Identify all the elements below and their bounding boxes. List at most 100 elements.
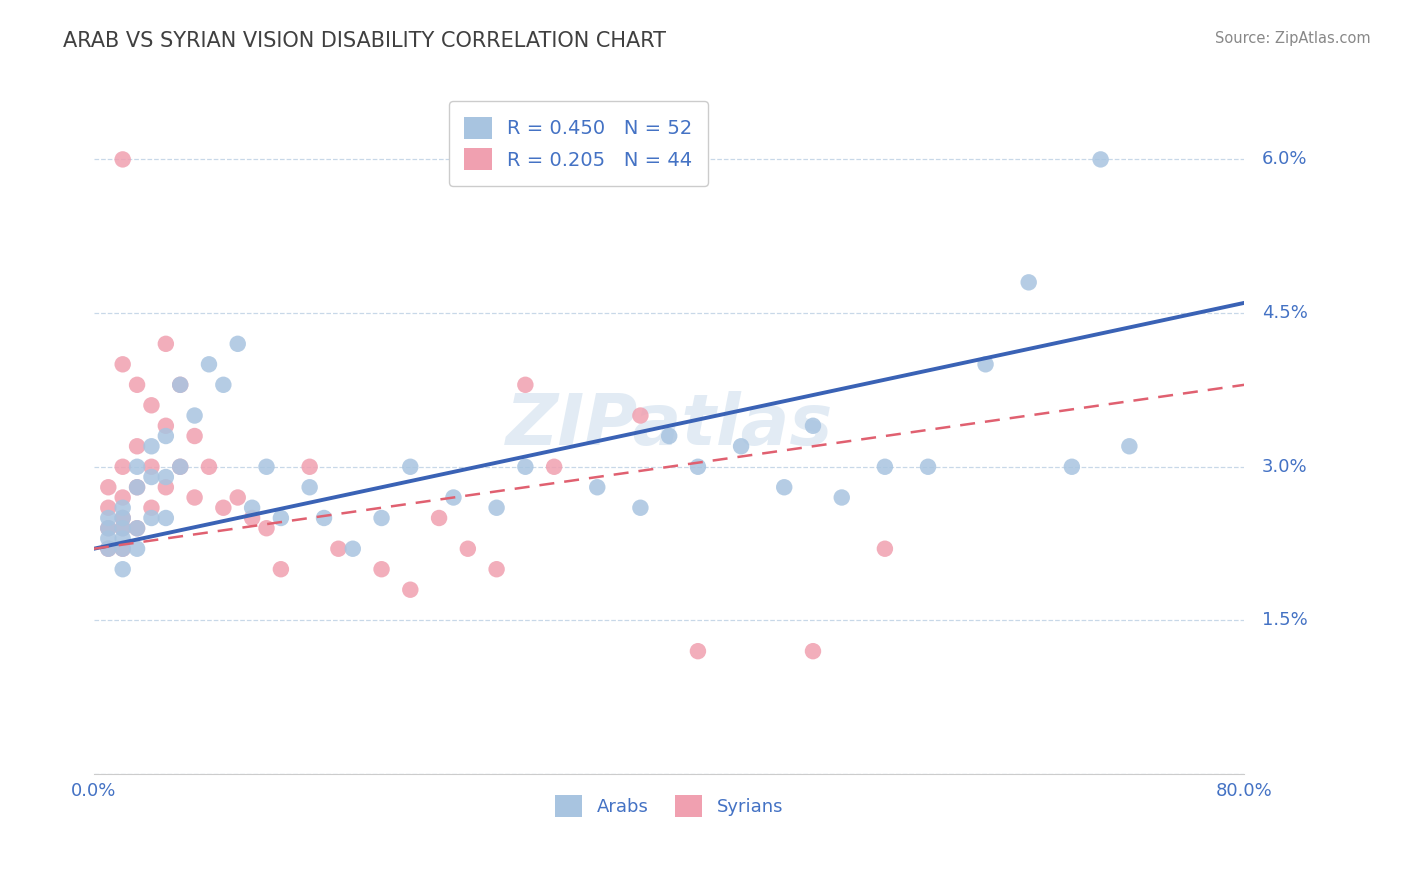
Point bbox=[212, 500, 235, 515]
Point bbox=[730, 439, 752, 453]
Point bbox=[169, 377, 191, 392]
Point bbox=[111, 491, 134, 505]
Point bbox=[125, 521, 148, 535]
Point bbox=[312, 511, 335, 525]
Point bbox=[399, 582, 422, 597]
Point bbox=[141, 398, 163, 412]
Point bbox=[111, 532, 134, 546]
Point bbox=[111, 511, 134, 525]
Point bbox=[370, 562, 392, 576]
Point bbox=[111, 459, 134, 474]
Point bbox=[240, 500, 263, 515]
Point bbox=[97, 541, 120, 556]
Point bbox=[801, 644, 824, 658]
Text: Source: ZipAtlas.com: Source: ZipAtlas.com bbox=[1215, 31, 1371, 46]
Text: ZIPatlas: ZIPatlas bbox=[506, 392, 832, 460]
Point bbox=[125, 541, 148, 556]
Point bbox=[183, 429, 205, 443]
Point bbox=[111, 511, 134, 525]
Point bbox=[686, 644, 709, 658]
Point bbox=[155, 336, 177, 351]
Point bbox=[256, 521, 278, 535]
Point bbox=[111, 541, 134, 556]
Point bbox=[686, 459, 709, 474]
Point bbox=[125, 439, 148, 453]
Point bbox=[298, 480, 321, 494]
Point bbox=[1018, 276, 1040, 290]
Point bbox=[198, 459, 221, 474]
Point bbox=[155, 418, 177, 433]
Point bbox=[226, 491, 249, 505]
Point bbox=[628, 409, 651, 423]
Point bbox=[212, 377, 235, 392]
Point bbox=[427, 511, 450, 525]
Point bbox=[342, 541, 364, 556]
Point bbox=[141, 500, 163, 515]
Point bbox=[658, 429, 681, 443]
Point bbox=[256, 459, 278, 474]
Point bbox=[97, 480, 120, 494]
Point bbox=[801, 418, 824, 433]
Point bbox=[111, 541, 134, 556]
Point bbox=[1090, 153, 1112, 167]
Point bbox=[97, 541, 120, 556]
Point bbox=[226, 336, 249, 351]
Text: 3.0%: 3.0% bbox=[1261, 458, 1308, 475]
Point bbox=[125, 521, 148, 535]
Point bbox=[628, 500, 651, 515]
Point bbox=[515, 459, 537, 474]
Point bbox=[543, 459, 565, 474]
Point bbox=[328, 541, 350, 556]
Point bbox=[370, 511, 392, 525]
Point bbox=[1060, 459, 1083, 474]
Point bbox=[97, 521, 120, 535]
Point bbox=[298, 459, 321, 474]
Point bbox=[141, 511, 163, 525]
Point bbox=[155, 429, 177, 443]
Point bbox=[111, 521, 134, 535]
Point bbox=[155, 480, 177, 494]
Point bbox=[125, 377, 148, 392]
Point bbox=[773, 480, 796, 494]
Point bbox=[270, 511, 292, 525]
Point bbox=[111, 153, 134, 167]
Point bbox=[97, 532, 120, 546]
Point bbox=[169, 459, 191, 474]
Point bbox=[97, 521, 120, 535]
Point bbox=[141, 459, 163, 474]
Point bbox=[873, 541, 896, 556]
Point bbox=[515, 377, 537, 392]
Point bbox=[141, 439, 163, 453]
Point bbox=[111, 500, 134, 515]
Point bbox=[974, 357, 997, 371]
Point bbox=[169, 459, 191, 474]
Point bbox=[141, 470, 163, 484]
Point bbox=[183, 409, 205, 423]
Text: 4.5%: 4.5% bbox=[1261, 304, 1308, 322]
Point bbox=[1118, 439, 1140, 453]
Point bbox=[111, 521, 134, 535]
Point bbox=[183, 491, 205, 505]
Point bbox=[198, 357, 221, 371]
Point bbox=[586, 480, 609, 494]
Text: 6.0%: 6.0% bbox=[1261, 151, 1308, 169]
Point bbox=[125, 459, 148, 474]
Point bbox=[155, 470, 177, 484]
Point bbox=[443, 491, 465, 505]
Point bbox=[457, 541, 479, 556]
Point bbox=[125, 480, 148, 494]
Point bbox=[97, 500, 120, 515]
Point bbox=[917, 459, 939, 474]
Point bbox=[399, 459, 422, 474]
Point bbox=[240, 511, 263, 525]
Point bbox=[873, 459, 896, 474]
Point bbox=[485, 500, 508, 515]
Point bbox=[125, 480, 148, 494]
Point bbox=[111, 562, 134, 576]
Point bbox=[831, 491, 853, 505]
Point bbox=[270, 562, 292, 576]
Text: 1.5%: 1.5% bbox=[1261, 611, 1308, 630]
Point bbox=[97, 511, 120, 525]
Text: ARAB VS SYRIAN VISION DISABILITY CORRELATION CHART: ARAB VS SYRIAN VISION DISABILITY CORRELA… bbox=[63, 31, 666, 51]
Point bbox=[155, 511, 177, 525]
